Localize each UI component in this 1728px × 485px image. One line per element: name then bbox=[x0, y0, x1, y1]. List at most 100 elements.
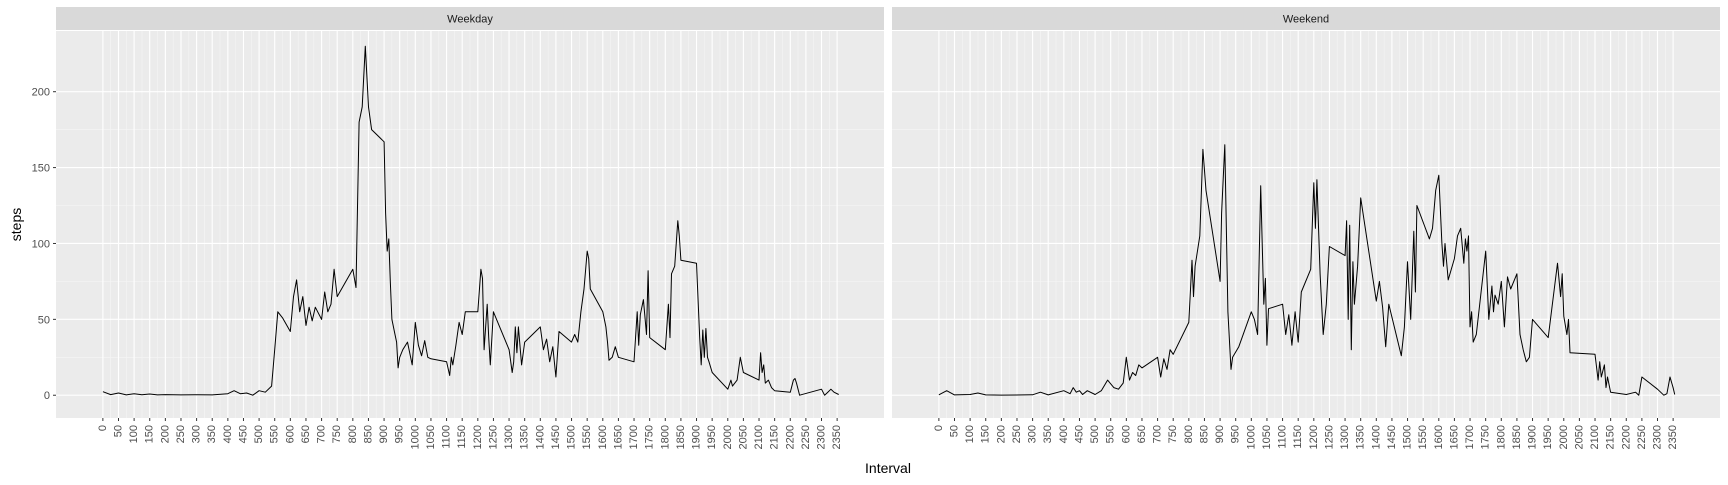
x-tick-label: 1450 bbox=[1386, 425, 1398, 449]
x-tick-label: 250 bbox=[175, 425, 187, 443]
x-tick-label: 600 bbox=[284, 425, 296, 443]
x-tick-label: 2300 bbox=[1652, 425, 1664, 449]
x-tick-label: 700 bbox=[316, 425, 328, 443]
x-tick-label: 1350 bbox=[1355, 425, 1367, 449]
x-tick-label: 1050 bbox=[425, 425, 437, 449]
x-tick-label: 1800 bbox=[659, 425, 671, 449]
x-tick-label: 450 bbox=[1073, 425, 1085, 443]
x-tick-label: 1000 bbox=[409, 425, 421, 449]
facet-strip-label: Weekend bbox=[1283, 14, 1329, 26]
x-tick-label: 300 bbox=[191, 425, 203, 443]
x-tick-label: 750 bbox=[331, 425, 343, 443]
x-tick-label: 1650 bbox=[612, 425, 624, 449]
x-tick-label: 800 bbox=[1183, 425, 1195, 443]
x-tick-label: 150 bbox=[144, 425, 156, 443]
x-tick-label: 1850 bbox=[1511, 425, 1523, 449]
x-tick-label: 700 bbox=[1152, 425, 1164, 443]
y-tick-label: 200 bbox=[32, 87, 50, 99]
x-tick-label: 1600 bbox=[1433, 425, 1445, 449]
x-tick-label: 1100 bbox=[441, 425, 453, 449]
series-line bbox=[938, 144, 1676, 396]
x-tick-label: 450 bbox=[237, 425, 249, 443]
x-tick-label: 900 bbox=[1214, 425, 1226, 443]
x-tick-label: 2100 bbox=[1589, 425, 1601, 449]
x-tick-label: 1050 bbox=[1261, 425, 1273, 449]
x-tick-label: 350 bbox=[206, 425, 218, 443]
x-tick-label: 1700 bbox=[1464, 425, 1476, 449]
x-axis-title: Interval bbox=[865, 460, 911, 476]
x-tick-label: 2000 bbox=[1558, 425, 1570, 449]
x-tick-label: 2150 bbox=[769, 425, 781, 449]
x-tick-label: 550 bbox=[1105, 425, 1117, 443]
x-tick-label: 2300 bbox=[816, 425, 828, 449]
x-tick-label: 350 bbox=[1042, 425, 1054, 443]
x-tick-label: 1250 bbox=[1323, 425, 1335, 449]
x-tick-label: 950 bbox=[394, 425, 406, 443]
x-tick-label: 100 bbox=[964, 425, 976, 443]
x-tick-label: 1100 bbox=[1277, 425, 1289, 449]
x-tick-label: 50 bbox=[112, 425, 124, 437]
x-tick-label: 0 bbox=[97, 425, 109, 431]
x-tick-label: 1600 bbox=[597, 425, 609, 449]
y-tick-label: 150 bbox=[32, 163, 50, 175]
x-tick-label: 1350 bbox=[519, 425, 531, 449]
x-tick-label: 1000 bbox=[1245, 425, 1257, 449]
x-tick-label: 200 bbox=[159, 425, 171, 443]
x-tick-label: 650 bbox=[1136, 425, 1148, 443]
x-tick-label: 1700 bbox=[628, 425, 640, 449]
x-tick-label: 1200 bbox=[1308, 425, 1320, 449]
x-tick-label: 500 bbox=[253, 425, 265, 443]
x-tick-label: 1650 bbox=[1448, 425, 1460, 449]
x-tick-label: 1900 bbox=[691, 425, 703, 449]
x-tick-label: 850 bbox=[1198, 425, 1210, 443]
x-tick-label: 500 bbox=[1089, 425, 1101, 443]
x-tick-label: 1150 bbox=[1292, 425, 1304, 449]
x-tick-label: 0 bbox=[933, 425, 945, 431]
x-tick-label: 1200 bbox=[472, 425, 484, 449]
x-tick-label: 400 bbox=[222, 425, 234, 443]
x-tick-label: 1250 bbox=[487, 425, 499, 449]
x-tick-label: 1550 bbox=[1417, 425, 1429, 449]
facet-strip-label: Weekday bbox=[447, 14, 493, 26]
y-tick-label: 50 bbox=[38, 314, 50, 326]
x-tick-label: 1300 bbox=[503, 425, 515, 449]
x-tick-label: 650 bbox=[300, 425, 312, 443]
y-tick-label: 0 bbox=[44, 390, 50, 402]
x-tick-label: 2250 bbox=[800, 425, 812, 449]
x-tick-label: 550 bbox=[269, 425, 281, 443]
x-tick-label: 1150 bbox=[456, 425, 468, 449]
x-tick-label: 750 bbox=[1167, 425, 1179, 443]
x-tick-label: 2150 bbox=[1605, 425, 1617, 449]
x-tick-label: 1750 bbox=[644, 425, 656, 449]
x-tick-label: 2050 bbox=[1573, 425, 1585, 449]
x-tick-label: 2200 bbox=[784, 425, 796, 449]
x-tick-label: 1550 bbox=[581, 425, 593, 449]
x-tick-label: 2100 bbox=[753, 425, 765, 449]
x-tick-label: 1400 bbox=[534, 425, 546, 449]
x-tick-label: 2000 bbox=[722, 425, 734, 449]
x-tick-label: 1950 bbox=[706, 425, 718, 449]
x-tick-label: 850 bbox=[362, 425, 374, 443]
series-line bbox=[102, 45, 839, 396]
x-tick-label: 2200 bbox=[1620, 425, 1632, 449]
x-tick-label: 1300 bbox=[1339, 425, 1351, 449]
x-tick-label: 2350 bbox=[1667, 425, 1679, 449]
facet-strip bbox=[56, 7, 884, 30]
x-tick-label: 800 bbox=[347, 425, 359, 443]
x-tick-label: 1400 bbox=[1370, 425, 1382, 449]
y-tick-label: 100 bbox=[32, 238, 50, 250]
x-tick-label: 2350 bbox=[831, 425, 843, 449]
x-tick-label: 1950 bbox=[1542, 425, 1554, 449]
x-tick-label: 250 bbox=[1011, 425, 1023, 443]
x-tick-label: 2050 bbox=[737, 425, 749, 449]
x-tick-label: 950 bbox=[1230, 425, 1242, 443]
x-tick-label: 200 bbox=[995, 425, 1007, 443]
x-tick-label: 1450 bbox=[550, 425, 562, 449]
x-tick-label: 1900 bbox=[1527, 425, 1539, 449]
x-tick-label: 2250 bbox=[1636, 425, 1648, 449]
x-tick-label: 150 bbox=[980, 425, 992, 443]
y-axis-title: steps bbox=[8, 208, 24, 241]
x-tick-label: 400 bbox=[1058, 425, 1070, 443]
